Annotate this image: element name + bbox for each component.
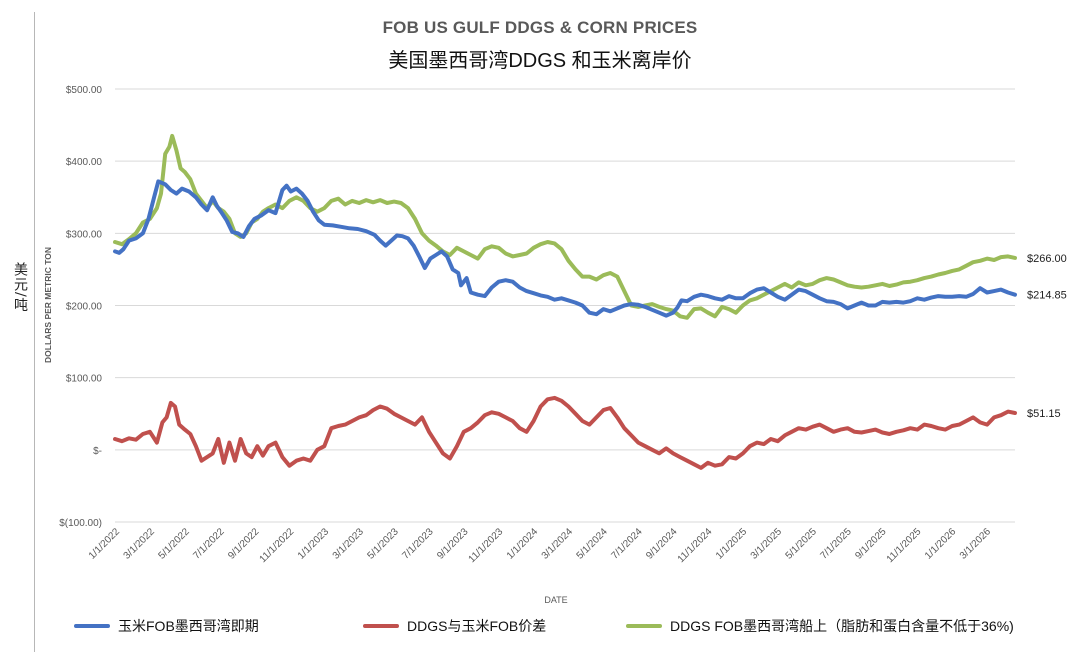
- x-tick-label: 3/1/2023: [331, 526, 367, 562]
- x-tick-label: 1/1/2024: [505, 526, 541, 562]
- left-frame-line: [34, 12, 35, 652]
- end-labels: $266.00 $214.85 $51.15: [1027, 253, 1067, 420]
- series-end-label-1: $51.15: [1027, 408, 1061, 420]
- x-tick-label: 7/1/2023: [400, 526, 436, 562]
- x-tick-label: 9/1/2022: [226, 526, 262, 562]
- x-tick-label: 1/1/2025: [714, 526, 750, 562]
- x-tick-label: 5/1/2024: [575, 526, 611, 562]
- x-tick-label: 5/1/2025: [784, 526, 820, 562]
- series-end-label-2: $266.00: [1027, 253, 1067, 265]
- x-tick-label: 11/1/2024: [676, 526, 715, 565]
- x-tick-label: 3/1/2025: [749, 526, 785, 562]
- side-unit-label: 美元/吨: [12, 262, 28, 313]
- x-tick-label: 7/1/2025: [818, 526, 854, 562]
- x-tick-label: 3/1/2024: [540, 526, 576, 562]
- legend-item-spread: DDGS与玉米FOB价差: [363, 616, 546, 636]
- legend-label-corn: 玉米FOB墨西哥湾即期: [118, 618, 259, 634]
- legend-item-ddgs: DDGS FOB墨西哥湾船上（脂肪和蛋白含量不低于36%): [626, 616, 1014, 636]
- x-tick-label: 3/1/2022: [122, 526, 158, 562]
- x-tick-label: 5/1/2022: [156, 526, 192, 562]
- x-tick-labels: 1/1/2022 3/1/2022 5/1/2022 7/1/2022 9/1/2022…: [87, 526, 994, 565]
- legend-item-corn: 玉米FOB墨西哥湾即期: [74, 616, 259, 636]
- x-tick-label: 5/1/2023: [366, 526, 402, 562]
- x-tick-label: 3/1/2026: [958, 526, 994, 562]
- x-axis-label: DATE: [544, 595, 567, 605]
- grid-layer: [115, 88, 1015, 523]
- x-tick-label: 7/1/2022: [191, 526, 227, 562]
- legend-swatch-corn: [74, 624, 110, 628]
- y-tick-label: $200.00: [66, 302, 103, 313]
- x-tick-label: 11/1/2022: [258, 526, 297, 565]
- chart-title: FOB US GULF DDGS & CORN PRICES: [382, 18, 698, 37]
- legend-label-spread: DDGS与玉米FOB价差: [407, 618, 547, 634]
- y-axis-label: DOLLARS PER METRIC TON: [43, 247, 53, 363]
- legend-swatch-spread: [363, 624, 399, 628]
- series-end-label-0: $214.85: [1027, 290, 1067, 302]
- x-tick-label: 1/1/2022: [87, 526, 123, 562]
- x-tick-label: 9/1/2023: [435, 526, 471, 562]
- legend-label-ddgs: DDGS FOB墨西哥湾船上（脂肪和蛋白含量不低于36%): [670, 618, 1014, 634]
- y-tick-label: $400.00: [66, 157, 103, 168]
- x-tick-label: 9/1/2025: [853, 526, 889, 562]
- y-tick-labels: $500.00 $400.00 $300.00 $200.00 $100.00 $- $(1…: [59, 85, 102, 529]
- x-tick-label: 1/1/2023: [296, 526, 332, 562]
- x-tick-label: 9/1/2024: [644, 526, 680, 562]
- y-tick-label: $(100.00): [59, 518, 102, 529]
- x-tick-label: 7/1/2024: [609, 526, 645, 562]
- y-tick-label: $-: [93, 446, 102, 457]
- x-tick-label: 11/1/2023: [467, 526, 506, 565]
- series-line-0: [113, 179, 1017, 318]
- x-tick-label: 1/1/2026: [923, 526, 959, 562]
- y-tick-label: $500.00: [66, 85, 103, 96]
- y-tick-label: $300.00: [66, 229, 103, 240]
- y-tick-label: $100.00: [66, 374, 103, 385]
- legend-swatch-ddgs: [626, 624, 662, 628]
- chart-subtitle: 美国墨西哥湾DDGS 和玉米离岸价: [388, 50, 692, 72]
- series-layer: [113, 133, 1017, 470]
- series-line-1: [113, 395, 1017, 470]
- x-tick-label: 11/1/2025: [885, 526, 924, 565]
